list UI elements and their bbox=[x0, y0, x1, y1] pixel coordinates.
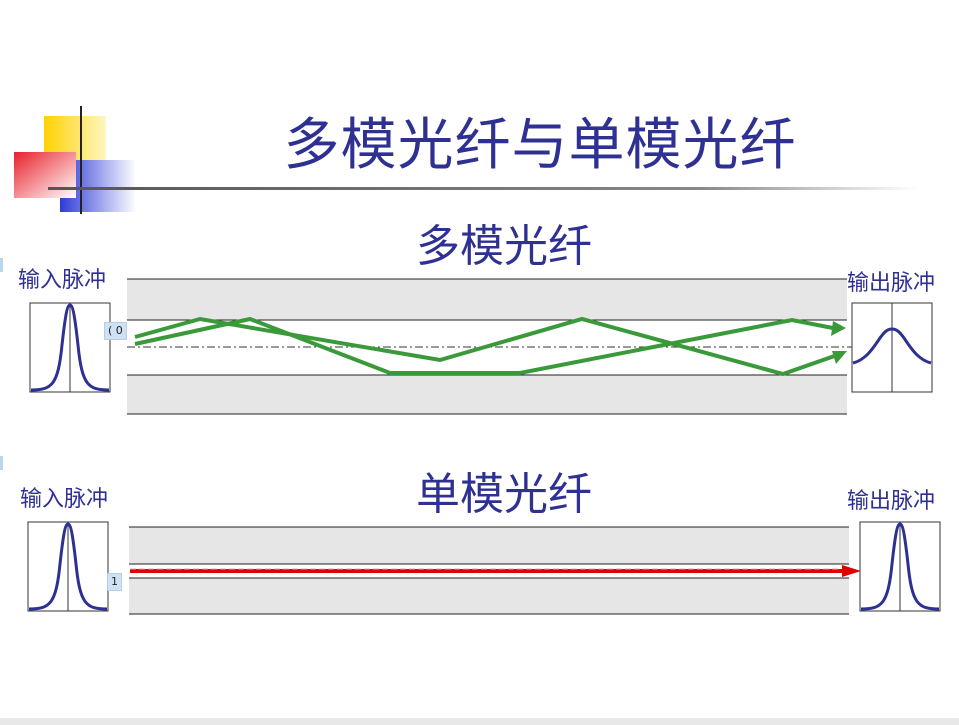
singlemode-marker: 1 bbox=[107, 573, 122, 591]
input-pulse-chart bbox=[29, 302, 111, 393]
singlemode-heading: 单模光纤 bbox=[416, 469, 592, 520]
input-pulse-curve bbox=[30, 303, 110, 392]
input-pulse-chart bbox=[27, 521, 109, 612]
singlemode-input-label: 输入脉冲 bbox=[20, 487, 109, 512]
slide-title: 多模光纤与单模光纤 bbox=[283, 113, 797, 178]
multimode-fiber bbox=[29, 278, 933, 415]
cladding-bottom bbox=[129, 578, 849, 614]
logo-red-square bbox=[14, 152, 76, 198]
ray-path-1 bbox=[134, 316, 844, 377]
output-pulse-chart bbox=[851, 302, 933, 393]
title-underline bbox=[48, 187, 918, 190]
multimode-output-label: 输出脉冲 bbox=[847, 271, 936, 296]
multimode-marker: ( 0 bbox=[104, 322, 127, 340]
logo-squares bbox=[14, 106, 136, 214]
cladding-top bbox=[129, 527, 849, 564]
edge-mark bbox=[0, 456, 3, 470]
edge-mark bbox=[0, 258, 3, 272]
slide-bottom-edge bbox=[0, 718, 959, 725]
ray-path-2 bbox=[134, 316, 839, 375]
input-pulse-curve bbox=[28, 522, 108, 611]
multimode-heading: 多模光纤 bbox=[416, 221, 592, 272]
ray-arrowhead bbox=[831, 321, 846, 336]
singlemode-output-label: 输出脉冲 bbox=[847, 489, 936, 514]
output-pulse-chart bbox=[859, 521, 941, 612]
ray-arrowhead bbox=[832, 351, 847, 364]
cladding-top bbox=[127, 279, 847, 320]
multimode-input-label: 输入脉冲 bbox=[18, 268, 107, 293]
cladding-bottom bbox=[127, 375, 847, 414]
singlemode-fiber bbox=[27, 521, 941, 615]
output-pulse-curve bbox=[852, 327, 932, 365]
single-ray-arrowhead bbox=[842, 565, 861, 577]
output-pulse-curve bbox=[860, 522, 940, 611]
